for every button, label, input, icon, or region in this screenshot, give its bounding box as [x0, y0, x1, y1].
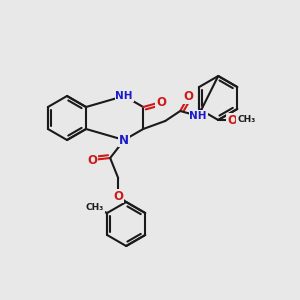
Text: N: N	[119, 134, 129, 146]
Text: O: O	[227, 113, 237, 127]
Text: CH₃: CH₃	[86, 203, 104, 212]
Text: NH: NH	[116, 91, 133, 101]
Text: O: O	[87, 154, 97, 166]
Text: NH: NH	[190, 111, 207, 121]
Text: O: O	[156, 95, 166, 109]
Text: O: O	[183, 91, 193, 103]
Text: O: O	[113, 190, 123, 202]
Text: CH₃: CH₃	[237, 116, 255, 124]
